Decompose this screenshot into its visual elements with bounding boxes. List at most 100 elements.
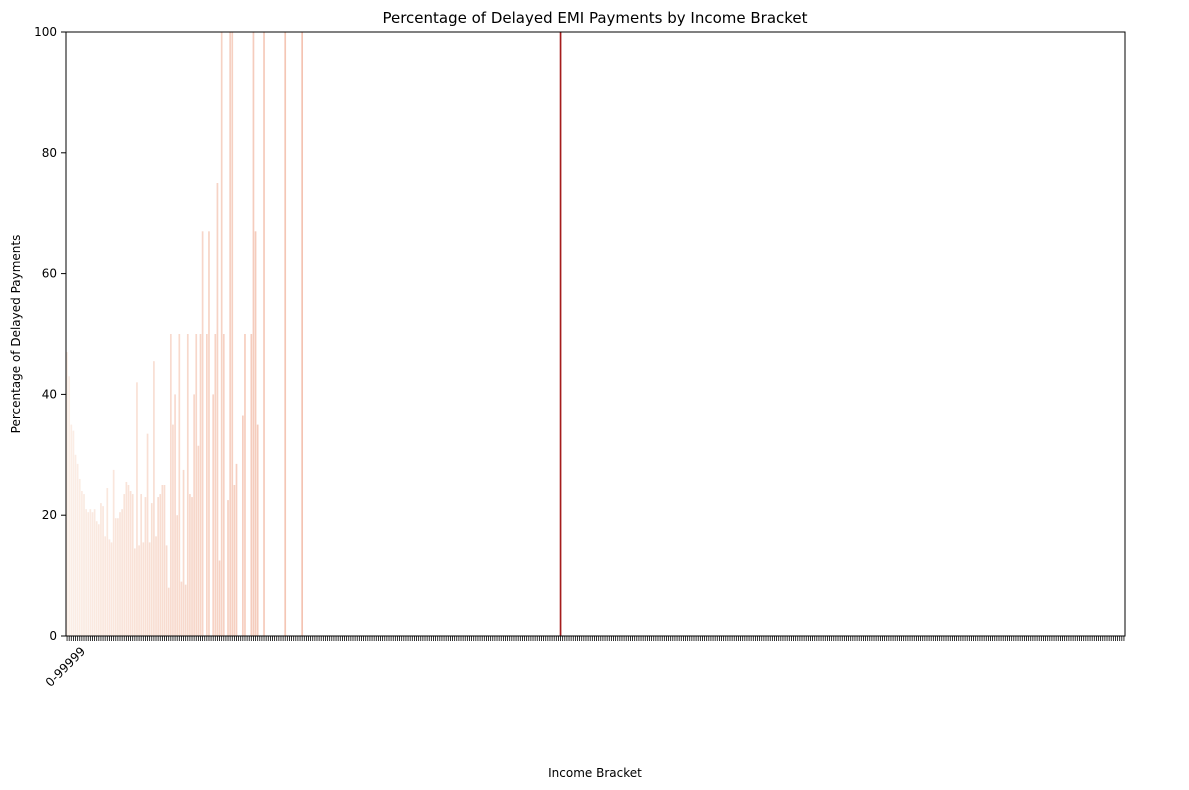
bar bbox=[108, 539, 111, 636]
bar bbox=[184, 584, 187, 636]
bar bbox=[140, 494, 143, 636]
bar bbox=[180, 581, 183, 636]
bar bbox=[201, 231, 204, 636]
bar bbox=[182, 469, 185, 636]
bar bbox=[189, 494, 191, 636]
bar bbox=[89, 509, 92, 636]
bar bbox=[214, 334, 217, 636]
bar bbox=[81, 491, 83, 636]
bar bbox=[119, 512, 121, 636]
bar bbox=[127, 485, 130, 636]
bar bbox=[163, 485, 166, 636]
bar bbox=[93, 509, 96, 636]
bar bbox=[233, 485, 236, 636]
y-tick-label: 0 bbox=[49, 629, 57, 643]
bar bbox=[142, 542, 145, 636]
bar bbox=[242, 415, 244, 636]
bar bbox=[129, 491, 132, 636]
bar bbox=[252, 32, 255, 636]
bar bbox=[102, 506, 104, 636]
bar bbox=[284, 32, 287, 636]
bar bbox=[218, 560, 221, 636]
bar bbox=[227, 500, 229, 636]
bar bbox=[254, 231, 257, 636]
y-tick-label: 100 bbox=[34, 25, 57, 39]
bar bbox=[106, 488, 109, 636]
bar bbox=[146, 433, 149, 636]
bar bbox=[100, 503, 102, 636]
bar bbox=[231, 32, 234, 636]
bar bbox=[263, 32, 265, 636]
x-tick-group bbox=[66, 636, 1125, 641]
bar bbox=[199, 334, 202, 636]
bar bbox=[138, 545, 140, 636]
x-tick-marks bbox=[66, 636, 1125, 641]
bar bbox=[117, 518, 119, 636]
bar bbox=[68, 376, 71, 636]
bar bbox=[301, 32, 303, 636]
bar bbox=[72, 430, 75, 636]
bar bbox=[559, 32, 562, 636]
bar bbox=[222, 334, 225, 636]
bar bbox=[206, 334, 208, 636]
bar bbox=[125, 481, 128, 636]
y-tick-label: 40 bbox=[42, 387, 57, 401]
bar bbox=[133, 548, 136, 636]
y-axis-label: Percentage of Delayed Payments bbox=[9, 235, 23, 434]
x-axis-label: Income Bracket bbox=[548, 766, 642, 780]
plot-frame bbox=[65, 31, 1126, 637]
bar bbox=[208, 231, 210, 636]
bar bbox=[123, 494, 126, 636]
bar bbox=[161, 485, 164, 636]
bar bbox=[220, 32, 223, 636]
bar bbox=[150, 503, 153, 636]
bar bbox=[229, 32, 231, 636]
bar bbox=[104, 536, 107, 636]
bar bbox=[97, 524, 100, 636]
bar bbox=[112, 469, 115, 636]
bar bbox=[70, 424, 73, 636]
bar bbox=[256, 424, 259, 636]
bar bbox=[216, 183, 219, 636]
bar bbox=[159, 494, 162, 636]
bar bbox=[91, 512, 94, 636]
bar bbox=[155, 536, 157, 636]
bar bbox=[110, 542, 113, 636]
bar bbox=[195, 334, 198, 636]
bar bbox=[74, 454, 77, 636]
bar bbox=[121, 509, 123, 636]
bar bbox=[66, 352, 68, 636]
bar bbox=[76, 463, 79, 636]
bar bbox=[144, 497, 147, 636]
bar bbox=[131, 494, 134, 636]
bar bbox=[169, 334, 172, 636]
bar bbox=[83, 494, 85, 636]
bar bbox=[197, 445, 200, 636]
bar bbox=[244, 334, 246, 636]
bar-group bbox=[66, 32, 562, 636]
y-tick-group: 0 20 40 60 80 100 bbox=[34, 25, 66, 643]
bar bbox=[78, 478, 81, 636]
bar bbox=[148, 542, 151, 636]
bar bbox=[165, 545, 168, 636]
chart-title: Percentage of Delayed EMI Payments by In… bbox=[382, 9, 807, 27]
y-tick-label: 80 bbox=[42, 146, 57, 160]
bar bbox=[191, 497, 193, 636]
bar bbox=[114, 518, 117, 636]
bar bbox=[172, 424, 174, 636]
bar bbox=[157, 497, 159, 636]
bar bbox=[178, 334, 181, 636]
bar bbox=[250, 334, 253, 636]
bar bbox=[193, 394, 195, 636]
bar bbox=[85, 509, 87, 636]
y-tick-label: 20 bbox=[42, 508, 57, 522]
bar bbox=[174, 394, 176, 636]
bar bbox=[235, 463, 238, 636]
bar bbox=[153, 361, 155, 636]
bar bbox=[176, 515, 179, 636]
bar bbox=[95, 521, 98, 636]
bar bbox=[186, 334, 189, 636]
y-tick-label: 60 bbox=[42, 267, 57, 281]
